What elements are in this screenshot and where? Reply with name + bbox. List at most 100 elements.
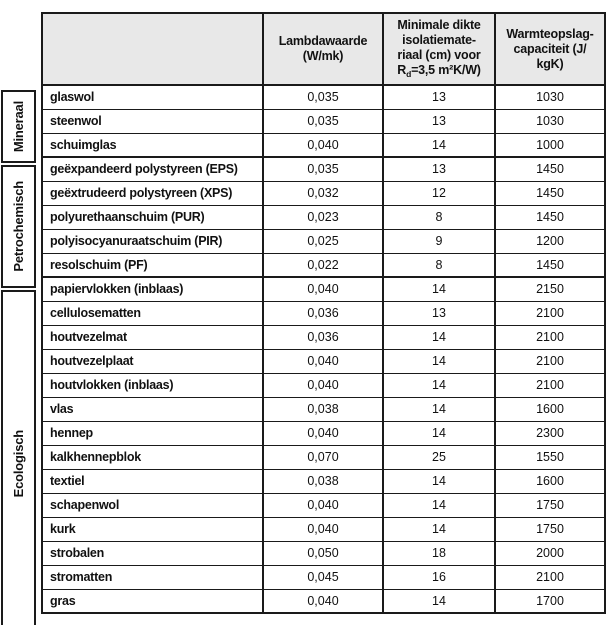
- lambda-value-cell: 0,040: [262, 588, 384, 614]
- header-lambda-col: Lambdawaarde (W/mk): [262, 12, 384, 86]
- material-name-cell: cellulosematten: [41, 300, 264, 326]
- material-name-cell: papiervlokken (inblaas): [41, 276, 264, 302]
- dikte-value-cell: 14: [382, 372, 496, 398]
- header-dikte-line2: isolatiemate-: [402, 33, 476, 48]
- material-name-cell: kurk: [41, 516, 264, 542]
- dikte-value-cell: 13: [382, 300, 496, 326]
- warmte-value-cell: 1550: [494, 444, 606, 470]
- dikte-value-cell: 14: [382, 468, 496, 494]
- warmte-value-cell: 1030: [494, 84, 606, 110]
- group-box-petrochemisch: Petrochemisch: [1, 165, 36, 288]
- warmte-value-cell: 2100: [494, 324, 606, 350]
- group-box-mineraal: Mineraal: [1, 90, 36, 163]
- dikte-value-cell: 16: [382, 564, 496, 590]
- material-name-cell: kalkhennepblok: [41, 444, 264, 470]
- header-dikte-col: Minimale dikte isolatiemate- riaal (cm) …: [382, 12, 496, 86]
- warmte-value-cell: 1600: [494, 396, 606, 422]
- table-row: geëxpandeerd polystyreen (EPS) 0,035 13 …: [41, 156, 606, 182]
- lambda-value-cell: 0,050: [262, 540, 384, 566]
- warmte-value-cell: 2100: [494, 348, 606, 374]
- warmte-value-cell: 1200: [494, 228, 606, 254]
- table-row: textiel 0,038 14 1600: [41, 468, 606, 494]
- formula-base: R: [397, 63, 407, 78]
- table-row: houtvlokken (inblaas) 0,040 14 2100: [41, 372, 606, 398]
- header-dikte-line3: riaal (cm) voor: [397, 48, 481, 63]
- dikte-value-cell: 18: [382, 540, 496, 566]
- warmte-value-cell: 1750: [494, 492, 606, 518]
- dikte-value-cell: 13: [382, 156, 496, 182]
- material-name-cell: hennep: [41, 420, 264, 446]
- warmte-value-cell: 2100: [494, 372, 606, 398]
- dikte-value-cell: 14: [382, 132, 496, 158]
- lambda-value-cell: 0,040: [262, 132, 384, 158]
- dikte-value-cell: 14: [382, 396, 496, 422]
- material-name-cell: strobalen: [41, 540, 264, 566]
- table-header: Lambdawaarde (W/mk) Minimale dikte isola…: [41, 12, 606, 86]
- table-row: stromatten 0,045 16 2100: [41, 564, 606, 590]
- lambda-value-cell: 0,038: [262, 468, 384, 494]
- table-row: houtvezelmat 0,036 14 2100: [41, 324, 606, 350]
- group-label-ecologisch: Ecologisch: [11, 430, 26, 498]
- lambda-value-cell: 0,036: [262, 324, 384, 350]
- lambda-value-cell: 0,035: [262, 108, 384, 134]
- lambda-value-cell: 0,045: [262, 564, 384, 590]
- material-name-cell: schapenwol: [41, 492, 264, 518]
- header-warmte-col: Warmteopslag- capaciteit (J/ kgK): [494, 12, 606, 86]
- header-lambda-line1: Lambdawaarde: [278, 34, 368, 48]
- material-name-cell: schuimglas: [41, 132, 264, 158]
- formula-rest: =3,5 m²K/W): [411, 63, 481, 78]
- lambda-value-cell: 0,040: [262, 420, 384, 446]
- warmte-value-cell: 1450: [494, 252, 606, 278]
- table-row: polyisocyanuraatschuim (PIR) 0,025 9 120…: [41, 228, 606, 254]
- table-row: steenwol 0,035 13 1030: [41, 108, 606, 134]
- lambda-value-cell: 0,032: [262, 180, 384, 206]
- dikte-value-cell: 8: [382, 204, 496, 230]
- dikte-value-cell: 14: [382, 420, 496, 446]
- lambda-value-cell: 0,070: [262, 444, 384, 470]
- group-box-ecologisch: Ecologisch: [1, 290, 36, 625]
- warmte-value-cell: 1000: [494, 132, 606, 158]
- lambda-value-cell: 0,038: [262, 396, 384, 422]
- lambda-value-cell: 0,035: [262, 84, 384, 110]
- group-label-petrochemisch: Petrochemisch: [11, 181, 26, 272]
- dikte-value-cell: 9: [382, 228, 496, 254]
- lambda-value-cell: 0,040: [262, 492, 384, 518]
- row-group-column: Mineraal Petrochemisch Ecologisch: [1, 90, 36, 625]
- material-name-cell: gras: [41, 588, 264, 614]
- table-row: cellulosematten 0,036 13 2100: [41, 300, 606, 326]
- warmte-value-cell: 1600: [494, 468, 606, 494]
- dikte-value-cell: 13: [382, 84, 496, 110]
- dikte-value-cell: 14: [382, 588, 496, 614]
- dikte-value-cell: 13: [382, 108, 496, 134]
- dikte-value-cell: 14: [382, 276, 496, 302]
- warmte-value-cell: 2150: [494, 276, 606, 302]
- warmte-value-cell: 1450: [494, 204, 606, 230]
- warmte-value-cell: 1750: [494, 516, 606, 542]
- material-name-cell: stromatten: [41, 564, 264, 590]
- header-row: Lambdawaarde (W/mk) Minimale dikte isola…: [41, 12, 606, 86]
- dikte-value-cell: 8: [382, 252, 496, 278]
- material-name-cell: geëxtrudeerd polystyreen (XPS): [41, 180, 264, 206]
- table-row: glaswol 0,035 13 1030: [41, 84, 606, 110]
- header-warmte-line3: kgK): [536, 56, 564, 71]
- material-name-cell: resolschuim (PF): [41, 252, 264, 278]
- material-name-cell: vlas: [41, 396, 264, 422]
- lambda-value-cell: 0,040: [262, 348, 384, 374]
- lambda-value-cell: 0,025: [262, 228, 384, 254]
- warmte-value-cell: 1030: [494, 108, 606, 134]
- warmte-value-cell: 1450: [494, 180, 606, 206]
- lambda-value-cell: 0,023: [262, 204, 384, 230]
- formula-subscript: d: [406, 69, 412, 80]
- table-row: papiervlokken (inblaas) 0,040 14 2150: [41, 276, 606, 302]
- table-row: hennep 0,040 14 2300: [41, 420, 606, 446]
- warmte-value-cell: 2300: [494, 420, 606, 446]
- dikte-value-cell: 25: [382, 444, 496, 470]
- header-warmte-line2: capaciteit (J/: [513, 41, 587, 56]
- material-name-cell: houtvezelplaat: [41, 348, 264, 374]
- lambda-value-cell: 0,040: [262, 516, 384, 542]
- lambda-value-cell: 0,035: [262, 156, 384, 182]
- lambda-value-cell: 0,040: [262, 372, 384, 398]
- table-row: resolschuim (PF) 0,022 8 1450: [41, 252, 606, 278]
- material-name-cell: glaswol: [41, 84, 264, 110]
- table-row: schapenwol 0,040 14 1750: [41, 492, 606, 518]
